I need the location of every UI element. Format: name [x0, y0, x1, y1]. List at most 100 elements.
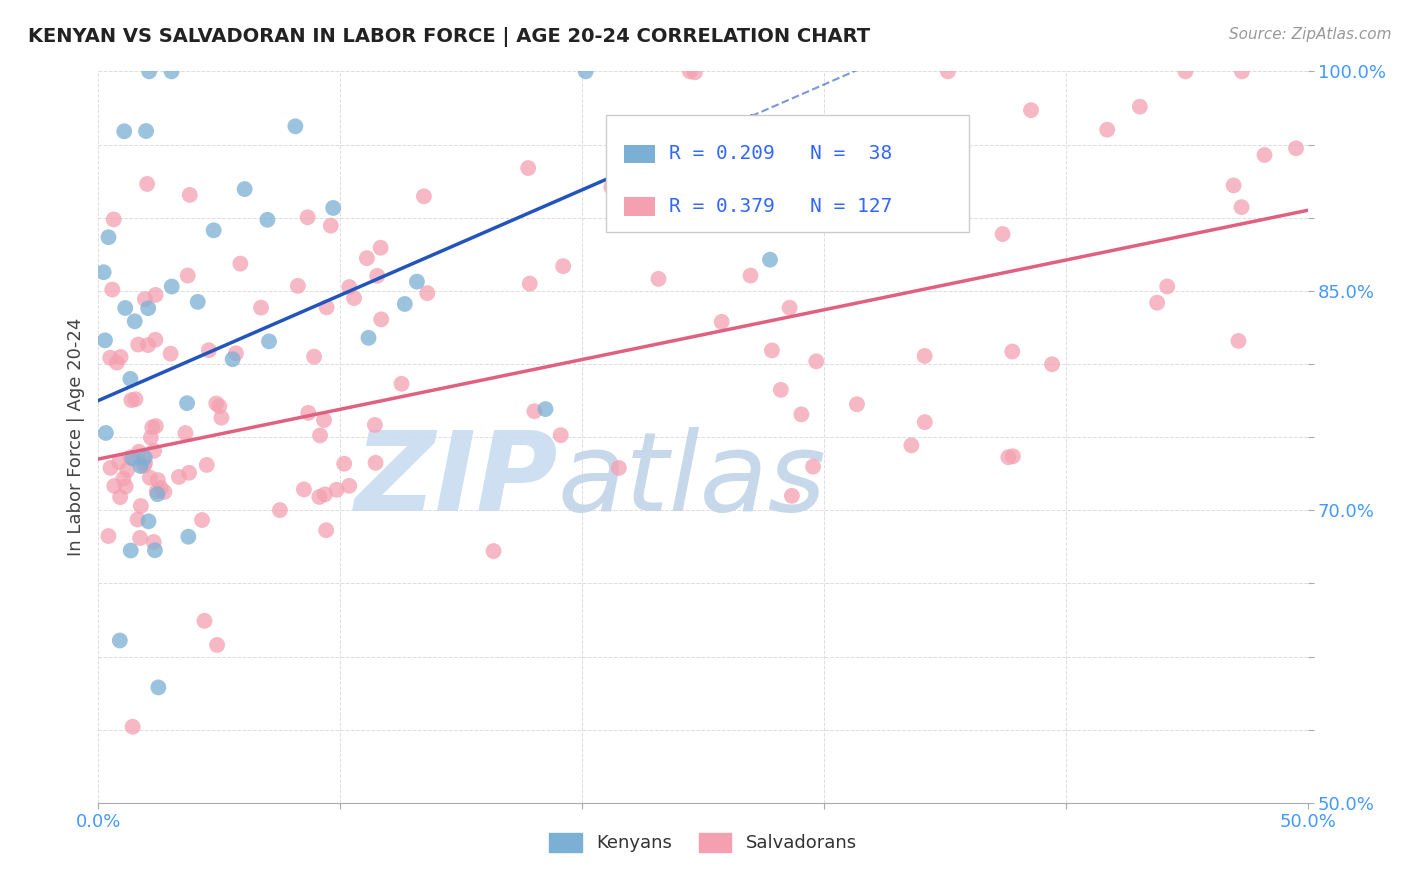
Point — [110, 350, 132, 364]
Point — [1001, 450, 1024, 464]
Point — [146, 487, 169, 501]
Point — [364, 456, 387, 470]
Point — [357, 331, 380, 345]
Point — [134, 450, 156, 465]
Point — [94, 334, 117, 348]
Point — [103, 479, 125, 493]
Text: ZIP: ZIP — [354, 427, 558, 534]
Point — [607, 461, 630, 475]
Point — [319, 219, 342, 233]
Point — [314, 487, 336, 501]
Point — [153, 485, 176, 500]
Legend: Kenyans, Salvadorans: Kenyans, Salvadorans — [541, 826, 865, 860]
Point — [136, 338, 159, 352]
Point — [790, 408, 813, 422]
Point — [139, 471, 162, 485]
Point — [120, 393, 142, 408]
Point — [124, 392, 146, 407]
Point — [647, 272, 669, 286]
Point — [679, 64, 702, 78]
Point — [1156, 279, 1178, 293]
Point — [129, 531, 152, 545]
Point — [370, 241, 392, 255]
Point — [145, 333, 167, 347]
Point — [600, 180, 623, 194]
Point — [297, 211, 319, 225]
Point — [391, 376, 413, 391]
Point — [846, 397, 869, 411]
Point — [779, 301, 801, 315]
Point — [575, 64, 598, 78]
Point — [121, 720, 143, 734]
Text: KENYAN VS SALVADORAN IN LABOR FORCE | AGE 20-24 CORRELATION CHART: KENYAN VS SALVADORAN IN LABOR FORCE | AG… — [28, 27, 870, 46]
Point — [174, 426, 197, 441]
Point — [1227, 334, 1250, 348]
Point — [806, 354, 828, 368]
Point — [112, 124, 135, 138]
Point — [523, 404, 546, 418]
Point — [114, 479, 136, 493]
Point — [148, 681, 170, 695]
Point — [257, 334, 280, 349]
Point — [710, 315, 733, 329]
Point — [1001, 344, 1024, 359]
Point — [120, 450, 142, 465]
Point — [284, 120, 307, 134]
Point — [1230, 64, 1253, 78]
Point — [233, 182, 256, 196]
Point — [127, 512, 149, 526]
Point — [209, 410, 232, 425]
Point — [1146, 295, 1168, 310]
Point — [160, 279, 183, 293]
Point — [364, 417, 387, 432]
Point — [322, 201, 344, 215]
Point — [177, 466, 200, 480]
Point — [205, 638, 228, 652]
Point — [308, 490, 330, 504]
Point — [202, 223, 225, 237]
FancyBboxPatch shape — [624, 197, 655, 216]
Point — [553, 259, 575, 273]
Point — [292, 483, 315, 497]
Point — [138, 64, 160, 78]
Point — [780, 489, 803, 503]
Text: R = 0.209   N =  38: R = 0.209 N = 38 — [669, 145, 893, 163]
Point — [117, 463, 139, 477]
Point — [108, 455, 131, 469]
Point — [108, 633, 131, 648]
Point — [370, 312, 392, 326]
Point — [517, 161, 540, 175]
Point — [143, 443, 166, 458]
Point — [121, 451, 143, 466]
Point — [187, 294, 209, 309]
Point — [413, 189, 436, 203]
Point — [269, 503, 291, 517]
Point — [302, 350, 325, 364]
Point — [740, 268, 762, 283]
Point — [366, 268, 388, 283]
Point — [160, 64, 183, 78]
Point — [325, 483, 347, 497]
Point — [141, 420, 163, 434]
Point — [135, 124, 157, 138]
Point — [1230, 200, 1253, 214]
Point — [193, 614, 215, 628]
Point — [406, 275, 429, 289]
Point — [256, 212, 278, 227]
Point — [759, 252, 782, 267]
Point — [146, 484, 169, 499]
Point — [221, 352, 243, 367]
Point — [112, 471, 135, 485]
Point — [534, 402, 557, 417]
Point — [159, 347, 181, 361]
Point — [128, 444, 150, 458]
Point — [136, 301, 159, 316]
Point — [550, 428, 572, 442]
Point — [136, 177, 159, 191]
Point — [98, 351, 121, 365]
Point — [900, 438, 922, 452]
Point — [93, 265, 115, 279]
Point — [312, 413, 335, 427]
Point — [936, 64, 959, 78]
Point — [177, 268, 200, 283]
